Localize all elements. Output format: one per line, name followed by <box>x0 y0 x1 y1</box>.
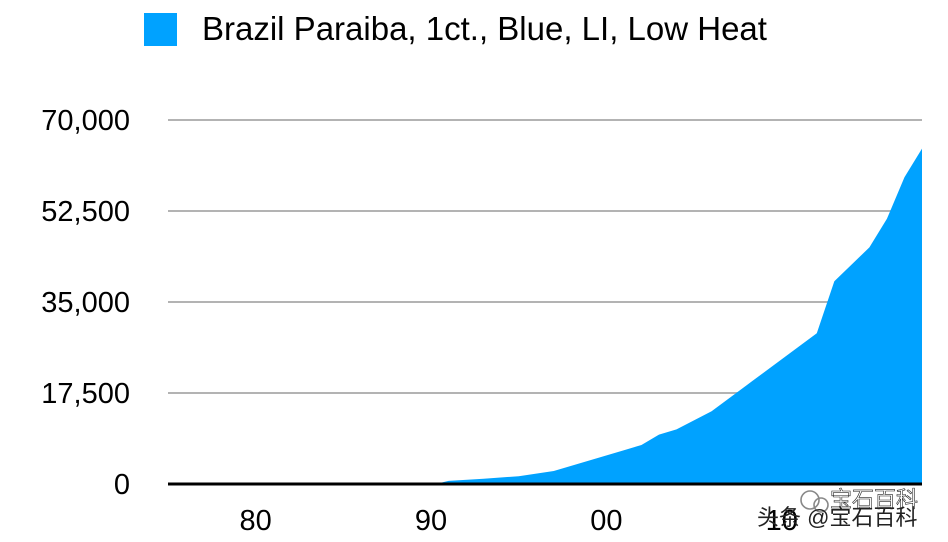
y-tick-label: 52,500 <box>41 196 130 228</box>
x-axis-ticks: 80 90 00 10 <box>240 505 798 537</box>
series-area <box>168 148 922 484</box>
watermark-sub-text: 宝石百科 <box>830 487 918 512</box>
chat-bubble-icon <box>800 490 829 513</box>
legend-swatch <box>144 13 177 46</box>
legend: Brazil Paraiba, 1ct., Blue, LI, Low Heat <box>144 10 767 47</box>
y-tick-label: 35,000 <box>41 287 130 319</box>
x-tick-label: 80 <box>240 505 272 537</box>
x-tick-label: 90 <box>415 505 447 537</box>
y-tick-label: 0 <box>114 469 130 501</box>
legend-label: Brazil Paraiba, 1ct., Blue, LI, Low Heat <box>202 10 767 47</box>
y-axis-ticks: 0 17,500 35,000 52,500 70,000 <box>41 105 130 501</box>
y-tick-label: 17,500 <box>41 378 130 410</box>
x-tick-label: 00 <box>590 505 622 537</box>
watermark-text: 头条 @宝石百科 <box>757 505 917 530</box>
x-tick-label: 10 <box>766 505 798 537</box>
watermark: 宝石百科 头条 @宝石百科 <box>757 487 918 530</box>
y-tick-label: 70,000 <box>41 105 130 137</box>
